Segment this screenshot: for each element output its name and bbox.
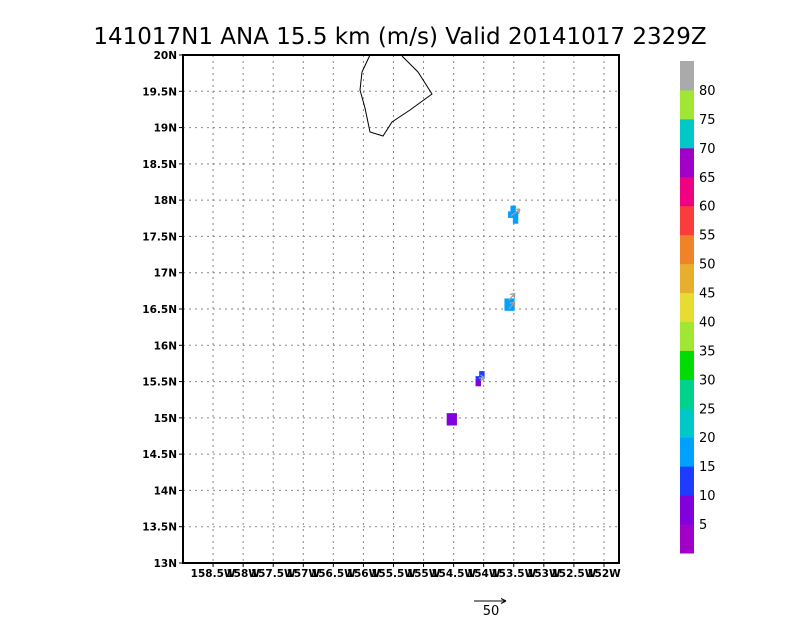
y-axis-ticks: 13N 13.5N 14N 14.5N 15N 15.5N 16N 16.5N 17N 17.5N… [142,50,183,570]
big-island-outline [359,54,433,137]
x-tick-label: 152W [587,568,621,580]
colorbar-label: 10 [699,489,716,504]
wind-cell [509,298,515,306]
reference-vector-label: 50 [483,604,500,618]
wind-cell [475,376,481,383]
wind-cell [512,217,519,224]
colorbar-segment [680,118,694,149]
wind-cell [509,304,515,311]
y-tick-label: 17.5N [142,231,177,243]
x-tick-label: 156W [347,568,381,580]
colorbar-segment [680,350,694,380]
colorbar-segment [680,292,694,322]
chart-title: 141017N1 ANA 15.5 km (m/s) Valid 2014101… [93,24,706,50]
colorbar-label: 40 [699,315,716,330]
colorbar-label: 30 [699,373,716,388]
wind-cell [451,418,457,426]
colorbar-label: 25 [699,402,716,417]
x-tick-label: 155W [407,568,441,580]
y-tick-label: 14.5N [142,449,177,461]
wind-vector [510,208,521,217]
colorbar-segment [680,495,694,525]
colorbar-label: 45 [699,287,716,302]
x-tick-label: 157W [287,568,321,580]
y-tick-label: 19N [154,123,177,135]
x-axis-ticks: 158.5W158W157.5W157W156.5W156W155.5W155W… [191,563,621,580]
colorbar: 5 10 15 20 25 30 35 40 45 50 55 60 65 70 75 80 [680,61,716,554]
colorbar-label: 5 [699,518,707,533]
y-tick-label: 13.5N [142,522,177,534]
x-tick-label: 156.5W [311,568,356,580]
x-tick-label: 158W [226,568,260,580]
colorbar-label: 20 [699,431,716,446]
colorbar-segment [680,321,694,351]
wind-cell [451,413,457,420]
y-tick-label: 17N [154,268,177,280]
x-tick-label: 157.5W [251,568,296,580]
colorbar-segment [680,263,694,294]
x-tick-label: 154.5W [431,568,476,580]
colorbar-segment [680,466,694,496]
colorbar-segment [680,408,694,438]
y-tick-label: 15N [154,413,177,425]
y-tick-label: 20N [154,50,177,62]
colorbar-label: 65 [699,171,716,186]
colorbar-label: 80 [699,84,716,99]
colorbar-segment [680,89,694,120]
wind-cell [510,205,516,213]
y-tick-label: 13N [154,558,177,570]
wind-vector [508,301,516,310]
colorbar-segment [680,147,694,178]
colorbar-segment [680,234,694,265]
y-tick-label: 16N [154,340,177,352]
y-tick-label: 18N [154,195,177,207]
y-tick-label: 14N [154,485,177,497]
reference-vector: 50 [474,598,507,618]
wind-vector-head [509,292,516,299]
y-tick-label: 16.5N [142,304,177,316]
x-tick-label: 158.5W [191,568,236,580]
wind-cell [504,304,510,311]
wind-vector-head [480,374,486,382]
wind-cell [508,211,514,218]
colorbar-label: 60 [699,200,716,215]
x-tick-label: 153.5W [491,568,536,580]
wind-vectors [478,208,521,382]
wind-cell [446,413,453,420]
colorbar-segment [680,61,694,91]
colorbar-label: 75 [699,113,716,128]
wind-cell [512,211,519,218]
wind-cell [479,371,485,378]
colorbar-label: 15 [699,460,716,475]
reference-vector-arrowhead [500,598,507,604]
grid-lines [183,55,619,563]
x-tick-label: 155.5W [371,568,416,580]
colorbar-label: 50 [699,258,716,273]
y-tick-label: 15.5N [142,377,177,389]
wind-cell [446,418,453,426]
wind-vector-head [514,208,521,215]
wind-vector-head [509,301,516,308]
wind-vector [508,292,516,301]
x-tick-label: 152.5W [551,568,596,580]
x-tick-label: 154W [467,568,501,580]
x-tick-label: 153W [527,568,561,580]
y-tick-label: 18.5N [142,159,177,171]
colorbar-label: 70 [699,142,716,157]
colorbar-segment [680,205,694,236]
colorbar-label: 55 [699,229,716,244]
colorbar-segment [680,524,694,554]
colorbar-segment [680,176,694,207]
colorbar-label: 35 [699,344,716,359]
wind-cell [475,379,481,387]
colorbar-segment [680,379,694,409]
y-tick-label: 19.5N [142,86,177,98]
coastline-outline [359,54,433,137]
wind-cell [504,298,510,306]
wind-speed-cells [446,205,519,426]
colorbar-segment [680,437,694,467]
